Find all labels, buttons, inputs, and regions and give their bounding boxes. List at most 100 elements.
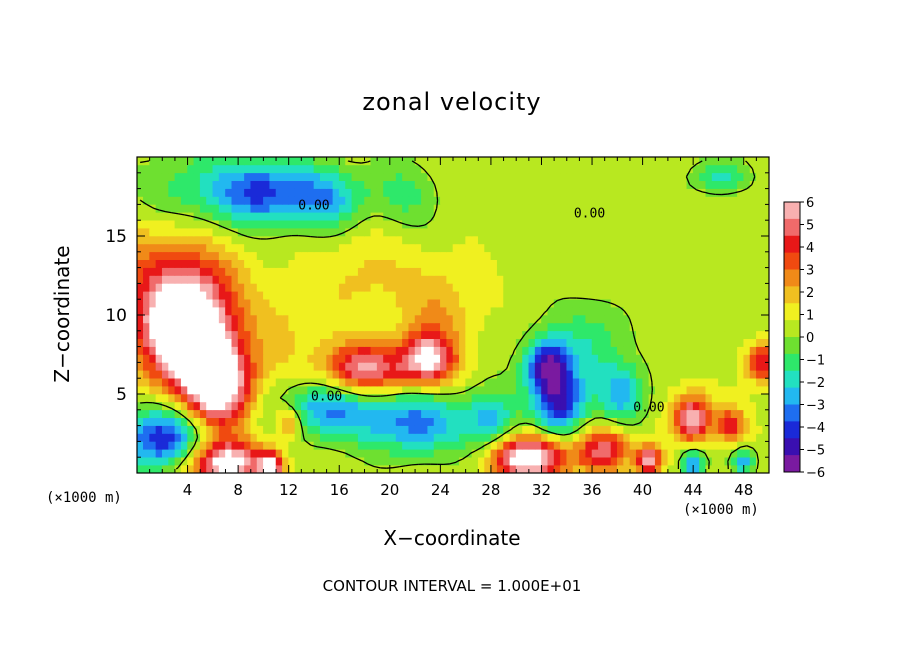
heat-cell [591,464,599,473]
heat-cell [528,338,536,347]
heat-cell [263,283,271,292]
heat-cell [225,196,233,205]
heat-cell [395,370,403,379]
heat-cell [212,354,220,363]
heat-cell [149,219,157,229]
heat-cell [446,346,454,355]
heat-cell [718,464,726,473]
heat-cell [522,283,530,292]
heat-cell [421,409,429,418]
heat-cell [345,275,353,284]
heat-cell [414,346,422,355]
heat-cell [332,362,340,371]
heat-cell [149,180,157,189]
heat-cell [370,449,378,458]
heat-cell [680,433,688,442]
heat-cell [465,425,473,434]
heat-cell [749,188,757,197]
heat-cell [149,164,157,174]
heat-cell [408,385,416,395]
heat-cell [579,235,587,245]
heat-cell [547,306,555,316]
heat-cell [471,157,479,166]
heat-cell [623,180,631,189]
heat-cell [180,275,188,284]
heat-cell [617,370,624,379]
heat-cell [408,346,416,355]
contour-segment [301,429,305,438]
heat-cell [579,385,587,395]
heat-cell [206,267,214,276]
heat-cell [364,370,372,379]
heat-cell [237,409,245,418]
heat-cell [174,306,182,316]
heat-cell [357,283,365,292]
heat-cell [383,417,391,426]
heat-cell [307,417,315,426]
heat-cell [231,362,239,371]
heat-cell [174,354,182,363]
contour-segment [279,397,286,402]
heat-cell [199,385,207,395]
heat-cell [743,196,751,205]
heat-cell [692,401,700,411]
heat-cell [402,227,410,237]
heat-cell [711,370,719,379]
heat-cell [351,212,359,221]
heat-cell [231,267,239,276]
contour-segment [405,223,413,227]
heat-cell [591,322,599,332]
heat-cell [326,417,334,426]
heat-cell [477,180,485,189]
heat-cell [395,362,403,371]
heat-cell [161,188,169,197]
heat-cell [345,227,353,237]
heat-cell [680,164,688,174]
heat-cell [560,204,568,213]
heat-cell [225,219,233,229]
heat-cell [421,298,429,308]
heat-cell [730,377,738,387]
heat-cell [572,322,580,332]
heat-cell [547,441,555,450]
heat-cell [699,370,707,379]
heat-cell [282,227,289,237]
heat-cell [737,409,745,418]
heat-cell [187,267,195,276]
heat-cell [635,298,643,308]
contour-segment [405,464,413,467]
contour-segment [649,397,653,406]
heat-cell [395,219,403,229]
heat-cell [427,385,435,395]
heat-cell [692,283,700,292]
heat-cell [282,235,289,245]
contour-segment [203,218,210,223]
heat-cell [206,219,214,229]
heat-cell [218,306,226,316]
heat-cell [452,338,460,347]
heat-cell [446,362,454,371]
heat-cell [465,306,473,316]
heat-cell [528,330,536,339]
contour-segment [550,431,558,435]
heat-cell [155,306,163,316]
heat-cell [143,243,150,253]
heat-cell [623,362,631,371]
heat-cell [288,180,296,189]
heat-cell [446,417,454,426]
heat-cell [509,212,517,221]
heat-cell [199,291,207,300]
heat-cell [484,385,492,395]
heat-cell [282,401,289,411]
heat-cell [408,393,416,403]
heat-cell [503,219,511,229]
heat-cell [579,456,587,466]
heat-cell [161,385,169,395]
heat-cell [711,441,719,450]
heat-cell [598,322,605,332]
heat-cell [149,456,157,466]
heat-cell [427,425,435,434]
heat-cell [711,212,719,221]
heat-cell [338,346,346,355]
heat-cell [705,219,713,229]
